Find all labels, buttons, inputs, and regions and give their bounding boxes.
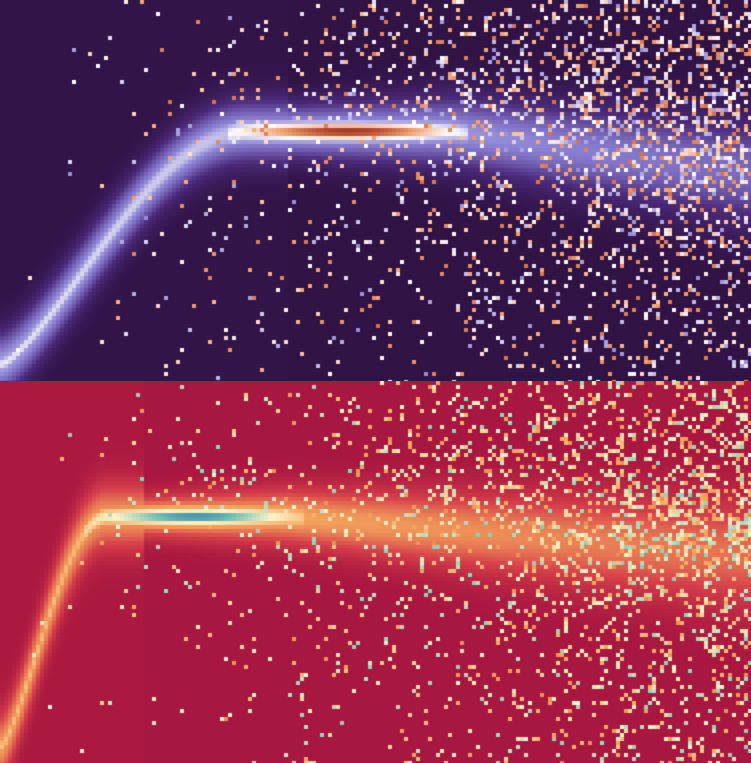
density-heatmap-bottom [0,381,751,763]
heatmap-canvas-top [0,0,751,381]
heatmap-canvas-bottom [0,381,751,763]
density-heatmap-top [0,0,751,381]
